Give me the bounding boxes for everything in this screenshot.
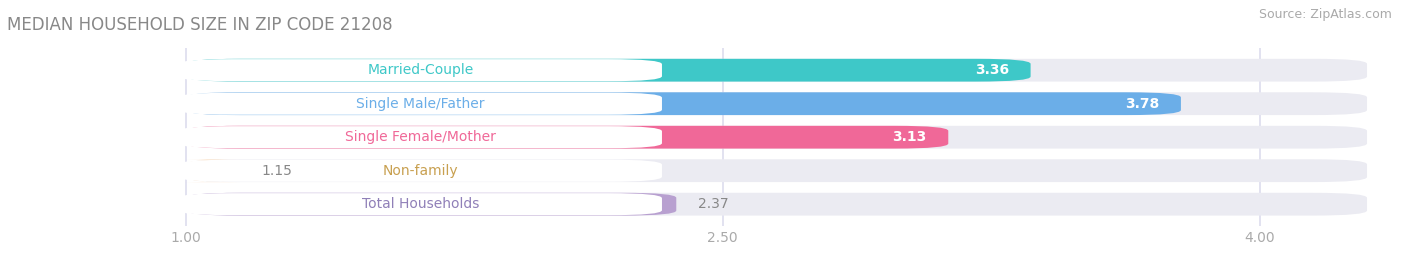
FancyBboxPatch shape [186,159,239,182]
Text: Married-Couple: Married-Couple [367,63,474,77]
FancyBboxPatch shape [179,126,662,148]
FancyBboxPatch shape [186,193,1367,215]
FancyBboxPatch shape [186,92,1367,115]
FancyBboxPatch shape [186,59,1367,82]
Text: Single Male/Father: Single Male/Father [356,97,485,111]
FancyBboxPatch shape [186,159,1367,182]
FancyBboxPatch shape [179,193,662,215]
FancyBboxPatch shape [179,93,662,115]
FancyBboxPatch shape [186,59,1031,82]
FancyBboxPatch shape [179,59,662,81]
Text: 3.13: 3.13 [893,130,927,144]
FancyBboxPatch shape [186,92,1181,115]
Text: MEDIAN HOUSEHOLD SIZE IN ZIP CODE 21208: MEDIAN HOUSEHOLD SIZE IN ZIP CODE 21208 [7,16,392,34]
FancyBboxPatch shape [186,193,676,215]
Text: 3.36: 3.36 [974,63,1010,77]
FancyBboxPatch shape [186,126,1367,148]
Text: Total Households: Total Households [361,197,479,211]
Text: 2.37: 2.37 [697,197,728,211]
Text: Source: ZipAtlas.com: Source: ZipAtlas.com [1258,8,1392,21]
FancyBboxPatch shape [179,160,662,182]
Text: Non-family: Non-family [382,164,458,178]
Text: 1.15: 1.15 [262,164,292,178]
Text: 3.78: 3.78 [1125,97,1160,111]
Text: Single Female/Mother: Single Female/Mother [344,130,496,144]
FancyBboxPatch shape [186,126,948,148]
